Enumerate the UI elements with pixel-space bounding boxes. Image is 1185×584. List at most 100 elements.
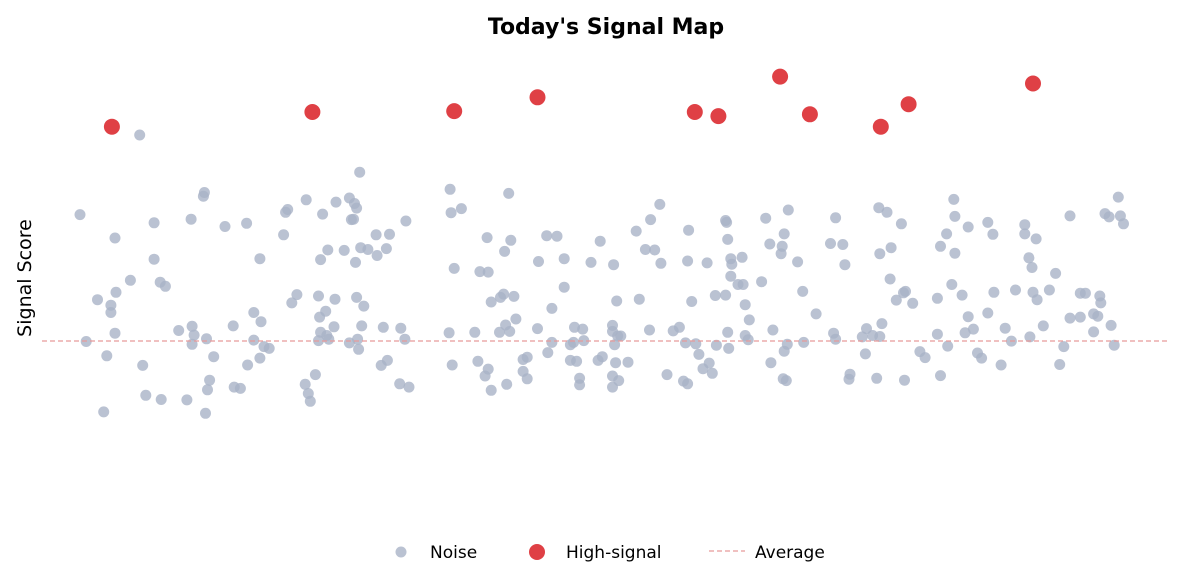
noise-point [1064, 210, 1076, 222]
noise-point [613, 375, 625, 387]
noise-point [982, 307, 994, 319]
noise-point [1010, 284, 1021, 296]
noise-point [299, 378, 311, 390]
noise-point [935, 370, 946, 382]
noise-point [558, 253, 570, 265]
noise-point [202, 384, 213, 396]
noise-point [844, 368, 856, 380]
noise-point [1058, 341, 1070, 353]
noise-point [300, 194, 312, 206]
noise-point [630, 225, 642, 237]
noise-point [309, 369, 321, 381]
noise-point [645, 214, 657, 226]
noise-point [780, 375, 792, 387]
noise-point [706, 367, 718, 379]
noise-point [532, 323, 543, 335]
noise-point [1031, 294, 1043, 306]
high-signal-point [1025, 75, 1041, 92]
noise-point [594, 235, 606, 247]
noise-point [871, 372, 883, 384]
noise-point [472, 355, 484, 367]
noise-point [739, 299, 751, 311]
noise-point [723, 342, 735, 354]
noise-point [722, 326, 734, 338]
noise-point [137, 359, 149, 371]
noise-point [109, 327, 121, 339]
noise-point [371, 250, 383, 261]
noise-point [546, 336, 558, 348]
noise-point [380, 243, 392, 255]
noise-point [720, 289, 732, 301]
noise-point [615, 330, 627, 342]
noise-point [155, 394, 167, 405]
noise-point [1019, 219, 1031, 231]
noise-point [501, 378, 513, 390]
noise-point [859, 348, 871, 360]
noise-point [227, 320, 239, 332]
noise-point [201, 333, 212, 345]
noise-point [941, 228, 953, 240]
noise-point [1050, 267, 1062, 279]
noise-point [856, 331, 868, 343]
chart-title: Today's Signal Map [488, 15, 724, 40]
noise-point [709, 290, 721, 301]
high-signal-series [103, 68, 1041, 135]
legend-average-label: Average [755, 543, 825, 563]
noise-point [494, 326, 505, 338]
noise-point [188, 329, 200, 341]
noise-point [976, 352, 988, 364]
legend-high-signal-marker [529, 544, 545, 560]
noise-point [254, 253, 266, 265]
noise-point [503, 187, 515, 199]
noise-point [403, 381, 415, 393]
noise-point [234, 382, 246, 394]
noise-point [533, 256, 544, 267]
noise-point [830, 212, 842, 224]
noise-point [219, 221, 231, 232]
noise-point [946, 279, 958, 290]
noise-point [673, 321, 685, 333]
noise-point [885, 242, 897, 254]
noise-point [482, 266, 494, 278]
noise-point [541, 230, 553, 242]
noise-point [521, 351, 533, 363]
noise-point [351, 291, 363, 303]
noise-point [1019, 228, 1031, 240]
noise-point [982, 216, 994, 228]
high-signal-point [446, 103, 463, 120]
noise-point [395, 322, 407, 334]
noise-point [736, 251, 748, 263]
noise-point [1023, 252, 1035, 264]
noise-point [134, 129, 146, 141]
noise-point [469, 326, 481, 338]
noise-point [74, 209, 86, 221]
noise-point [542, 347, 554, 359]
noise-point [680, 337, 691, 349]
noise-point [313, 290, 324, 302]
noise-point [446, 359, 458, 371]
noise-point [693, 348, 705, 360]
high-signal-point [304, 104, 321, 120]
noise-point [962, 311, 974, 323]
noise-point [348, 213, 359, 225]
noise-point [124, 274, 136, 286]
noise-point [987, 228, 999, 240]
noise-point [370, 229, 382, 241]
noise-point [810, 308, 822, 320]
noise-point [949, 247, 961, 259]
noise-point [610, 357, 622, 369]
noise-point [1108, 339, 1120, 351]
noise-point [649, 244, 661, 256]
noise-series [74, 129, 1129, 419]
noise-point [504, 325, 516, 337]
noise-point [350, 256, 361, 268]
noise-point [703, 357, 715, 369]
noise-point [148, 253, 160, 265]
legend: Noise High-signal Average [395, 543, 825, 563]
noise-point [571, 355, 583, 367]
noise-point [682, 255, 694, 267]
noise-point [999, 322, 1011, 334]
noise-point [611, 295, 623, 307]
noise-point [443, 327, 455, 339]
noise-point [445, 207, 457, 219]
